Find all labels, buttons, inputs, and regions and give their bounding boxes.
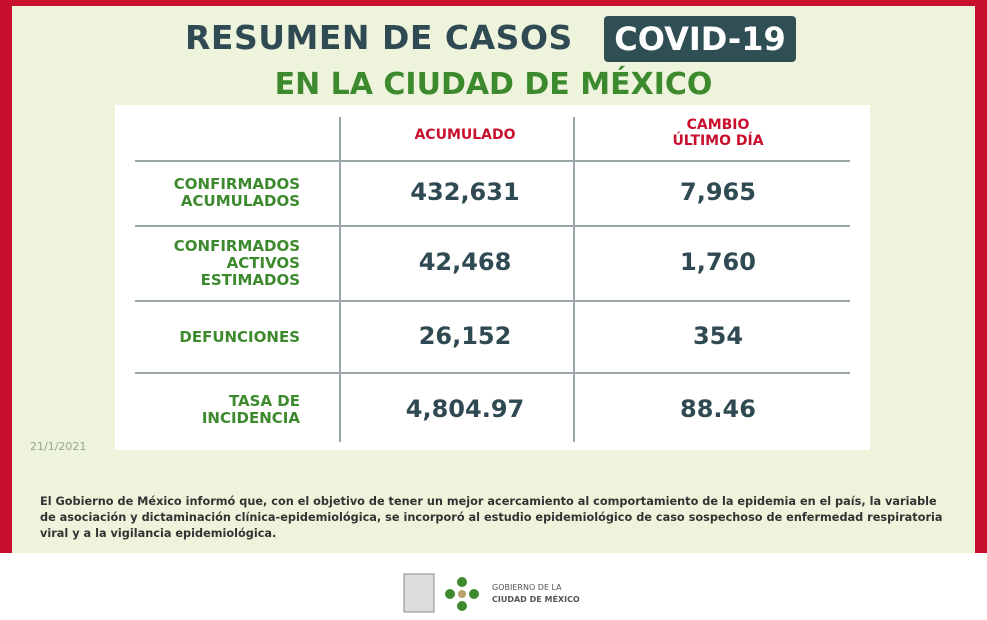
date: 21/1/2021 [30, 440, 87, 453]
cell-value: 7,965 [680, 178, 756, 206]
row-label: DEFUNCIONES [179, 327, 300, 346]
cdmx-logo [445, 577, 479, 611]
coat-of-arms [403, 573, 435, 613]
cell-value: 88.46 [680, 395, 756, 423]
subtitle: EN LA CIUDAD DE MÉXICO [274, 67, 713, 102]
cell-value: 432,631 [410, 178, 520, 206]
cell-value: 1,760 [680, 248, 756, 276]
label-line: ESTIMADOS [200, 270, 300, 289]
label-line: DEFUNCIONES [179, 327, 300, 346]
label-line: CONFIRMADOS [173, 236, 300, 255]
divider [135, 225, 850, 227]
cell-value: 26,152 [418, 322, 512, 350]
logo-text: CIUDAD DE MÉXICO [492, 593, 580, 604]
divider [135, 300, 850, 302]
header-line: ÚLTIMO DÍA [672, 133, 764, 149]
divider [573, 117, 575, 442]
label-line: INCIDENCIA [201, 409, 300, 427]
label-line: CONFIRMADOS [173, 175, 300, 193]
logo-text: GOBIERNO DE LA [492, 583, 562, 592]
note: El Gobierno de México informó que, con e… [40, 495, 943, 540]
label-line: ACUMULADOS [180, 192, 300, 210]
divider [135, 372, 850, 374]
divider [339, 117, 341, 442]
cell-value: 42,468 [418, 248, 512, 276]
header-line: CAMBIO [686, 117, 750, 133]
logos: GOBIERNO DE LA CIUDAD DE MÉXICO [403, 573, 580, 613]
cell-value: 4,804.97 [405, 395, 525, 423]
row-label: CONFIRMADOS ACTIVOS ESTIMADOS [173, 236, 300, 289]
table: ACUMULADO CAMBIO ÚLTIMO DÍA CONFIRMADOS AC… [115, 105, 870, 450]
label-line: ACTIVOS [226, 253, 300, 272]
row-label: TASA DE INCIDENCIA [202, 393, 300, 427]
column-header: ACUMULADO [414, 127, 516, 143]
label-line: TASA DE [228, 392, 300, 410]
title: RESUMEN DE CASOS [185, 18, 573, 57]
cell-value: 354 [692, 322, 744, 350]
column-header: CAMBIO ÚLTIMO DÍA [603, 117, 833, 149]
divider [135, 160, 850, 162]
row-label: CONFIRMADOS ACUMULADOS [174, 176, 300, 210]
badge: COVID-19 [604, 16, 796, 62]
